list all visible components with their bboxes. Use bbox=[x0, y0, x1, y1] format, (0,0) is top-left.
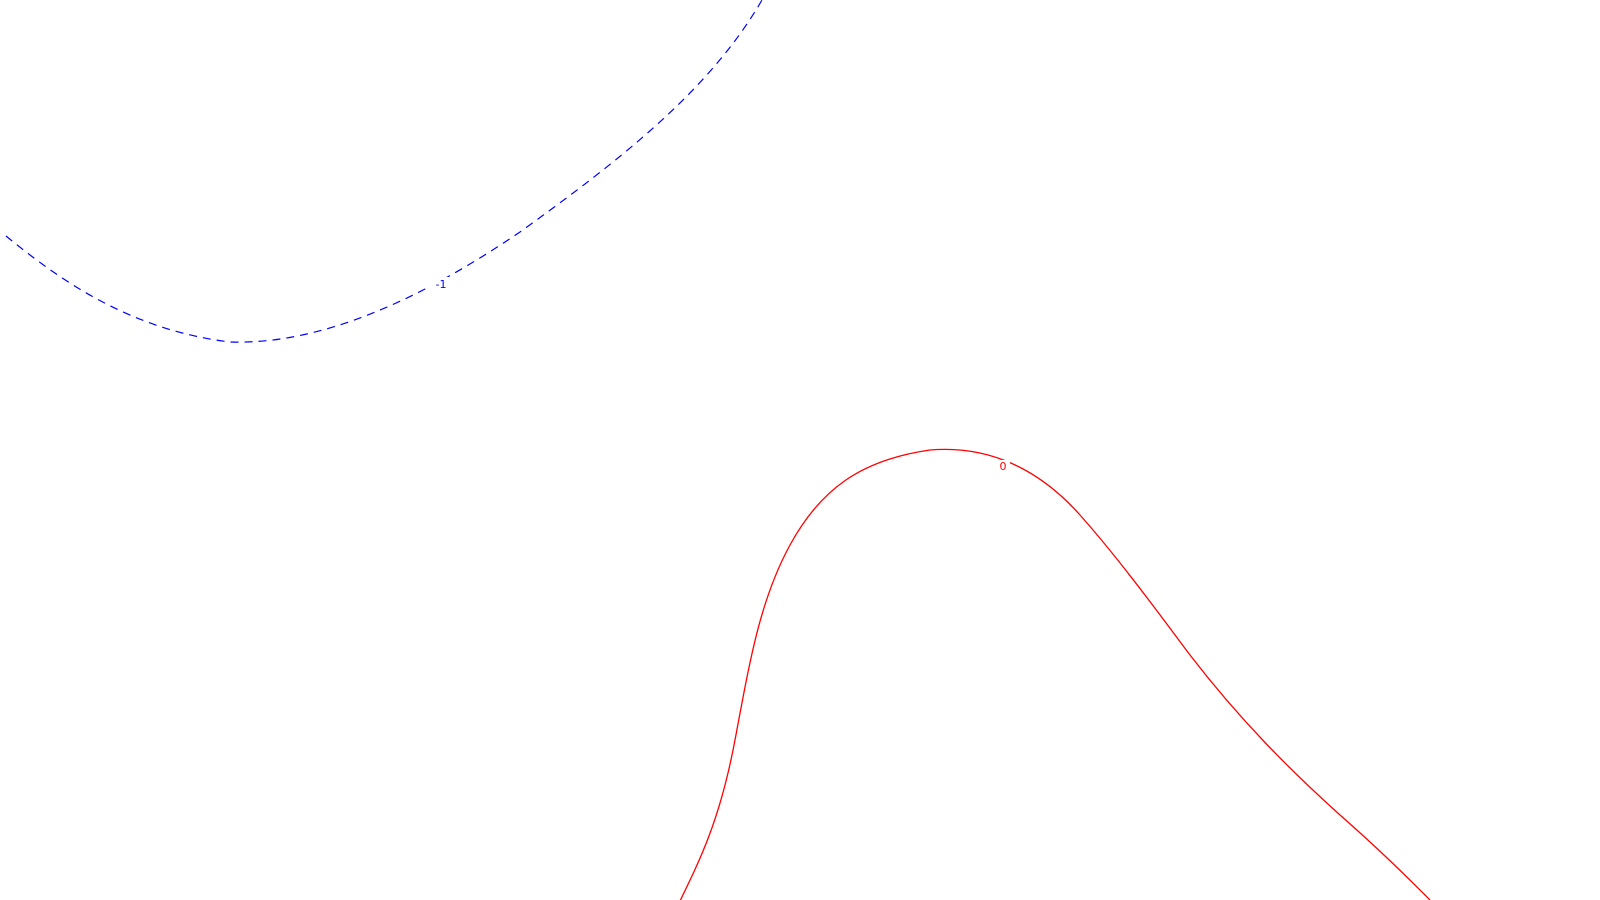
contour-label-bg-negative-one bbox=[430, 277, 452, 293]
contour-label-zero: 0 bbox=[1000, 460, 1007, 473]
contour-label-negative-one: -1 bbox=[436, 278, 447, 291]
contour-label-bg-zero bbox=[996, 460, 1010, 476]
contour-line-zero bbox=[679, 448, 1431, 900]
